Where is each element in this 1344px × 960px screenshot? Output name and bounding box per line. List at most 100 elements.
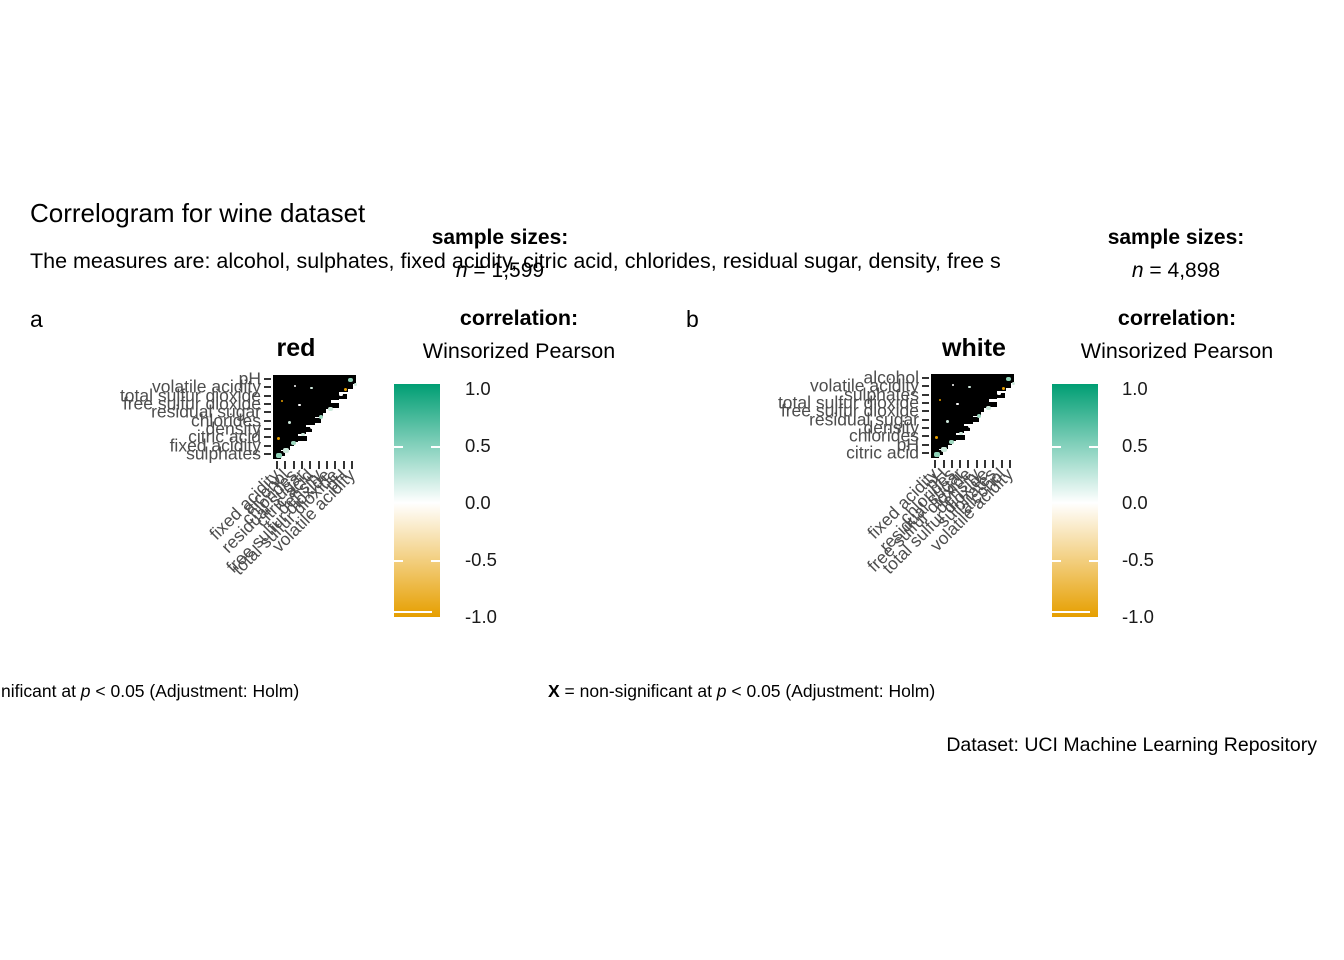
matrix-cell-fleck <box>318 414 323 419</box>
matrix-cell-row <box>273 416 315 426</box>
colorbar-tick-mark <box>431 560 440 562</box>
matrix-cell-fleck <box>959 432 964 436</box>
colorbar-tick-mark <box>1089 446 1098 448</box>
matrix-edge-fragment <box>937 449 944 455</box>
y-axis-label: fixed acidity <box>169 435 261 456</box>
matrix-cell-fleck <box>297 404 301 407</box>
x-axis-tick <box>284 461 287 469</box>
y-axis-label: density <box>205 418 261 439</box>
colorbar-tick-label: 1.0 <box>465 378 491 399</box>
colorbar-tick-label: 0.0 <box>1122 492 1148 513</box>
matrix-cell-fleck <box>935 436 939 440</box>
x-axis-tick <box>325 461 328 469</box>
y-axis-tick <box>264 444 271 447</box>
caption-p-symbol: p <box>80 681 91 701</box>
x-axis-tick <box>342 461 345 469</box>
significance-caption-right: X = non-significant at p < 0.05 (Adjustm… <box>548 681 935 702</box>
matrix-cell-fleck <box>1005 377 1011 382</box>
colorbar-tick-mark <box>1089 560 1098 562</box>
matrix-edge-fragment <box>339 393 348 399</box>
matrix-edge-fragment <box>296 436 307 442</box>
y-axis-tick <box>922 393 929 396</box>
caption-text-mid: = non-significant at <box>559 681 717 701</box>
matrix-cell-row <box>273 408 323 418</box>
matrix-edge-fragment <box>987 401 998 407</box>
matrix-cell-fleck <box>327 406 333 411</box>
matrix-edge-fragment <box>321 408 326 414</box>
colorbar-tick-mark <box>394 611 432 613</box>
panel-b-title: white <box>942 334 1006 362</box>
matrix-cell-fleck <box>310 387 314 390</box>
y-axis-label: free sulfur dioxide <box>122 393 261 414</box>
matrix-cell-row <box>931 374 1014 383</box>
matrix-cell-row <box>273 424 307 434</box>
colorbar-tick-mark <box>1052 446 1061 448</box>
x-axis-tick <box>992 460 995 468</box>
caption-x-symbol: X <box>548 681 560 701</box>
panel-a-sample-size-value: = 1,599 <box>467 259 545 282</box>
colorbar-tick-mark <box>394 446 403 448</box>
matrix-cell-fleck <box>1002 387 1006 391</box>
colorbar-tick-label: -0.5 <box>465 549 497 570</box>
x-axis-tick <box>934 460 937 468</box>
matrix-cell-fleck <box>301 433 306 437</box>
matrix-cell-fleck <box>276 453 283 458</box>
y-axis-label: alcohol <box>863 367 919 388</box>
n-symbol: n <box>1131 259 1144 282</box>
colorbar-tick-mark <box>1052 611 1090 613</box>
matrix-cell-fleck <box>990 398 994 402</box>
caption-p-symbol: p <box>716 681 727 701</box>
panel-a-legend-title: correlation: <box>459 306 579 330</box>
x-axis-tick <box>1000 460 1003 468</box>
y-axis-label: residual sugar <box>809 409 919 430</box>
matrix-cell-row <box>931 390 998 400</box>
matrix-cell-row <box>931 440 948 450</box>
x-axis-tick <box>1008 460 1011 468</box>
colorbar-tick-label: 0.0 <box>465 492 491 513</box>
matrix-edge-fragment <box>962 425 971 431</box>
panel-b-sample-size-value: = 4,898 <box>1143 259 1221 282</box>
figure-title: Correlogram for wine dataset <box>30 198 366 228</box>
y-axis-label: total sulfur dioxide <box>777 392 919 413</box>
matrix-cell-row <box>273 399 332 409</box>
caption-text-mid: = non-significant at <box>0 681 76 701</box>
matrix-edge-fragment <box>1004 383 1011 389</box>
matrix-edge-fragment <box>304 426 313 432</box>
matrix-cell-fleck <box>291 441 297 446</box>
matrix-cell-fleck <box>941 447 947 452</box>
x-axis-tick <box>301 461 304 469</box>
y-axis-tick <box>922 410 929 413</box>
matrix-cell-fleck <box>949 440 955 445</box>
x-axis-tick <box>942 460 945 468</box>
colorbar-tick-mark <box>394 560 403 562</box>
matrix-cell-fleck <box>344 388 348 392</box>
matrix-cell-fleck <box>976 413 981 418</box>
x-axis-tick <box>984 460 986 468</box>
y-axis-label: residual sugar <box>151 401 261 422</box>
colorbar-tick-label: 0.5 <box>1122 435 1148 456</box>
y-axis-tick <box>922 443 929 446</box>
colorbar-tick-mark <box>431 446 440 448</box>
colorbar-tick-label: -1.0 <box>1122 606 1154 627</box>
colorbar-tick-label: 0.5 <box>465 435 491 456</box>
x-axis-tick <box>959 460 961 468</box>
panel-b-tag: b <box>686 306 699 332</box>
matrix-edge-fragment <box>314 417 321 423</box>
matrix-cell-fleck <box>967 423 973 428</box>
y-axis-tick <box>922 377 929 380</box>
matrix-edge-fragment <box>979 407 984 413</box>
x-axis-tick <box>975 460 978 468</box>
matrix-cell-row <box>273 383 348 393</box>
y-axis-tick <box>264 403 271 406</box>
x-axis-tick <box>950 460 953 468</box>
x-axis-tick <box>276 461 279 469</box>
y-axis-label: chlorides <box>190 410 261 431</box>
y-axis-tick <box>922 451 929 454</box>
y-axis-tick <box>264 419 271 422</box>
figure-subtitle: The measures are: alcohol, sulphates, fi… <box>30 249 1001 273</box>
y-axis-tick <box>264 427 271 430</box>
matrix-cell-fleck <box>293 385 296 387</box>
panel-b-sample-sizes-heading: sample sizes: <box>1107 226 1245 249</box>
